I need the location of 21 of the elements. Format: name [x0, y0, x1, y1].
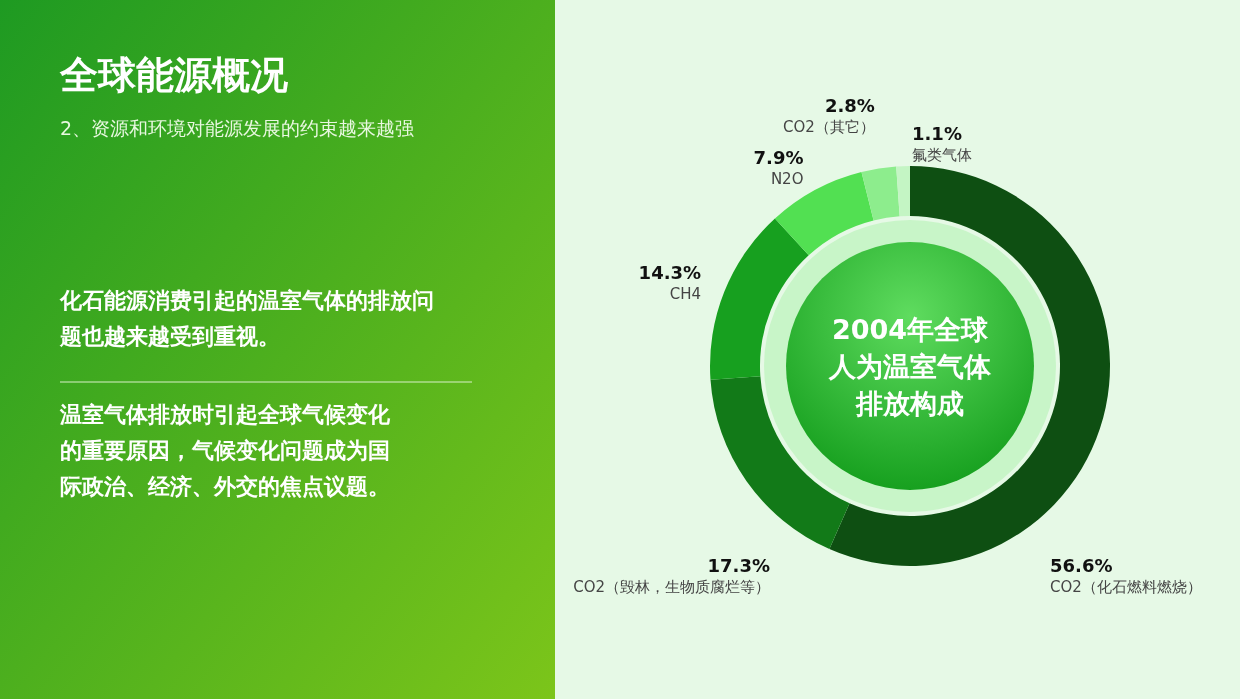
- text: 全球能源概况: [59, 53, 288, 97]
- text: 温室气体排放时引起全球气候变化的重要原因，气候变化问题成为国际政治、经济、外交的焦点议题。: [59, 402, 391, 499]
- text: 2、资源和环境对能源发展的约束越来越强: [60, 117, 415, 139]
- text: 2004年全球人为温室气体排放构成: [828, 314, 992, 419]
- slice-label: CO2（其它）: [782, 117, 875, 136]
- donut-slice: [896, 166, 910, 217]
- slice-label: 氟类气体: [912, 146, 972, 165]
- slice-label: CH4: [669, 284, 702, 303]
- text: 化石能源消费引起的温室气体的排放问题也越来越受到重视。: [59, 288, 434, 349]
- data-label: 14.3%: [638, 261, 702, 283]
- data-label: 1.1%: [912, 123, 962, 145]
- donut-slice: [710, 218, 809, 380]
- slice-label: CO2（化石燃料燃烧）: [1050, 578, 1202, 596]
- data-label: 2.8%: [824, 94, 875, 116]
- data-label: 56.6%: [1050, 555, 1113, 576]
- slice-label: CO2（毁林，生物质腐烂等）: [573, 578, 770, 596]
- data-label: 7.9%: [753, 146, 804, 168]
- slice-label: N2O: [770, 169, 804, 188]
- data-label: 17.3%: [707, 555, 770, 576]
- donut-slice: [774, 171, 874, 256]
- donut-slice: [861, 166, 900, 221]
